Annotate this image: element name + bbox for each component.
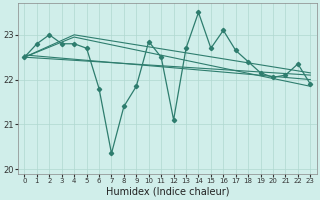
X-axis label: Humidex (Indice chaleur): Humidex (Indice chaleur) [106, 187, 229, 197]
